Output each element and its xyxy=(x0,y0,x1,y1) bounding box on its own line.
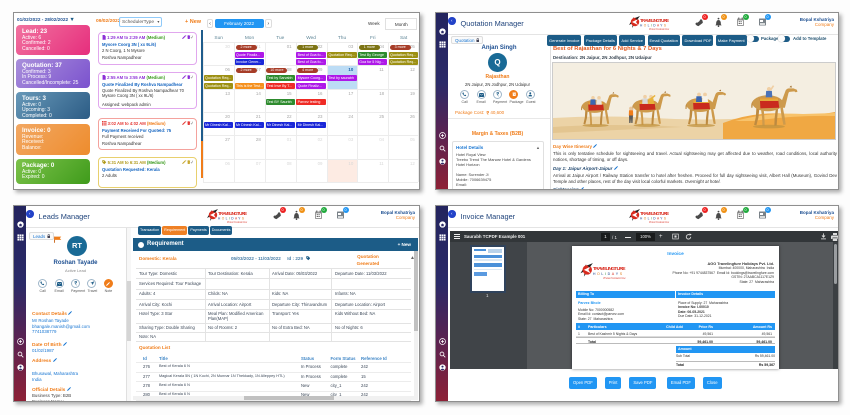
svg-text:TRAVELINGTURE: TRAVELINGTURE xyxy=(218,211,247,216)
svg-text:HOLIDAYS: HOLIDAYS xyxy=(640,217,666,221)
svg-text:Travel tomorrow: Travel tomorrow xyxy=(649,27,669,31)
svg-text:HOLIDAYS: HOLIDAYS xyxy=(218,217,244,221)
svg-text:TRAVELINGTURE: TRAVELINGTURE xyxy=(640,211,669,216)
svg-text:HOLIDAYS: HOLIDAYS xyxy=(593,272,623,276)
svg-text:Travel tomorrow: Travel tomorrow xyxy=(649,220,669,224)
svg-text:Travel tomorrow: Travel tomorrow xyxy=(603,276,626,280)
svg-text:HOLIDAYS: HOLIDAYS xyxy=(640,24,666,28)
svg-text:TRAVELINGTURE: TRAVELINGTURE xyxy=(593,266,626,272)
svg-text:TRAVELINGTURE: TRAVELINGTURE xyxy=(640,18,669,23)
svg-text:Travel tomorrow: Travel tomorrow xyxy=(227,220,247,224)
